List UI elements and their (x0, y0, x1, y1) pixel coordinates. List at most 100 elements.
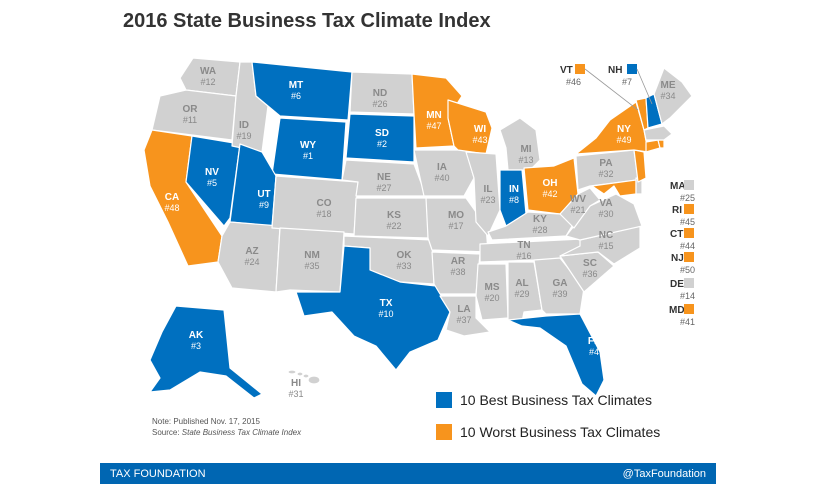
state-rank-SC: #36 (582, 269, 597, 279)
state-label-NY: NY (617, 124, 631, 135)
state-rank-KS: #22 (386, 221, 401, 231)
state-rank-MS: #20 (484, 293, 499, 303)
state-rank-VA: #30 (598, 209, 613, 219)
state-label-ND: ND (373, 88, 387, 99)
state-rank-ME: #34 (660, 91, 675, 101)
state-label-LA: LA (457, 304, 470, 315)
source-title: State Business Tax Climate Index (181, 428, 302, 437)
legend-worst: 10 Worst Business Tax Climates (436, 424, 660, 440)
state-label-RI: RI (672, 205, 682, 216)
state-label-WA: WA (200, 66, 216, 77)
state-rank-NH: #7 (622, 77, 632, 87)
state-label-OR: OR (183, 104, 199, 115)
state-label-WV: WV (570, 194, 586, 205)
state-rank-FL: #4 (589, 347, 599, 357)
state-rank-IL: #23 (480, 195, 495, 205)
state-label-PA: PA (599, 158, 612, 169)
footer-bar: TAX FOUNDATION @TaxFoundation (100, 463, 716, 484)
legend-best-label: 10 Best Business Tax Climates (460, 392, 652, 408)
state-rank-NM: #35 (304, 261, 319, 271)
state-rank-VT: #46 (566, 77, 581, 87)
state-rank-IN: #8 (509, 195, 519, 205)
state-FL (507, 313, 605, 397)
state-rank-MN: #47 (426, 121, 441, 131)
state-label-VA: VA (599, 198, 612, 209)
state-rank-UT: #9 (259, 200, 269, 210)
state-label-WI: WI (474, 124, 486, 135)
state-label-DE: DE (670, 279, 684, 290)
state-NC (559, 225, 641, 265)
state-rank-DE: #14 (680, 291, 695, 301)
state-label-MA: MA (670, 181, 686, 192)
state-rank-AL: #29 (514, 289, 529, 299)
state-rank-RI: #45 (680, 217, 695, 227)
state-rank-AK: #3 (191, 341, 201, 351)
state-label-CT: CT (670, 229, 683, 240)
state-rank-TN: #16 (516, 251, 531, 261)
state-labels: WA#12 OR#11 CA#48 NV#5 ID#19 MT#6 WY#1 U… (164, 66, 675, 399)
state-label-HI: HI (291, 378, 301, 389)
state-label-MT: MT (289, 80, 303, 91)
state-MA (643, 125, 673, 141)
state-rank-OK: #33 (396, 261, 411, 271)
state-label-IA: IA (437, 162, 447, 173)
state-rank-WI: #43 (472, 135, 487, 145)
state-label-SD: SD (375, 128, 389, 139)
state-label-AZ: AZ (245, 246, 258, 257)
state-label-MD: MD (669, 305, 685, 316)
state-MI (499, 117, 541, 171)
source-note: Note: Published Nov. 17, 2015 Source: St… (152, 416, 301, 438)
note-source: Source: State Business Tax Climate Index (152, 428, 302, 437)
state-label-CA: CA (165, 192, 179, 203)
state-label-NV: NV (205, 167, 219, 178)
state-rank-ID: #19 (236, 131, 251, 141)
state-LA (439, 295, 491, 337)
state-AK (149, 305, 263, 399)
state-label-GA: GA (553, 278, 568, 289)
state-label-MI: MI (520, 144, 531, 155)
state-rank-WY: #1 (303, 151, 313, 161)
state-rank-PA: #32 (598, 169, 613, 179)
state-label-WY: WY (300, 140, 316, 151)
state-label-ID: ID (239, 120, 249, 131)
state-ME (653, 67, 693, 125)
state-label-OH: OH (543, 178, 558, 189)
legend-worst-swatch (436, 424, 452, 440)
footer-handle[interactable]: @TaxFoundation (622, 467, 706, 480)
state-label-IL: IL (484, 184, 493, 195)
state-label-MS: MS (485, 282, 500, 293)
state-label-TN: TN (517, 240, 530, 251)
state-NE (341, 159, 427, 197)
northeast-callouts: VT #46 NH #7 MA #25 RI #45 CT #44 NJ #50… (560, 64, 695, 327)
state-label-ME: ME (661, 80, 676, 91)
state-label-NC: NC (599, 230, 613, 241)
legend-worst-label: 10 Worst Business Tax Climates (460, 424, 661, 440)
state-rank-CA: #48 (164, 203, 179, 213)
footer-org[interactable]: TAX FOUNDATION (110, 467, 206, 480)
state-label-NJ: NJ (671, 253, 684, 264)
state-rank-MT: #6 (291, 91, 301, 101)
state-rank-AR: #38 (450, 267, 465, 277)
state-rank-MI: #13 (518, 155, 533, 165)
state-rank-WV: #21 (570, 205, 585, 215)
state-label-IN: IN (509, 184, 519, 195)
state-rank-NE: #27 (376, 183, 391, 193)
state-label-CO: CO (317, 198, 332, 209)
state-TX (295, 245, 451, 371)
state-CO (271, 175, 359, 235)
state-label-TX: TX (380, 298, 393, 309)
legend-best: 10 Best Business Tax Climates (436, 392, 652, 408)
state-label-MO: MO (448, 210, 464, 221)
map-title: 2016 State Business Tax Climate Index (123, 10, 491, 32)
state-label-NM: NM (304, 250, 320, 261)
state-label-KY: KY (533, 214, 547, 225)
state-rank-NC: #15 (598, 241, 613, 251)
state-SD (345, 113, 415, 163)
state-rank-IA: #40 (434, 173, 449, 183)
state-label-SC: SC (583, 258, 597, 269)
state-rank-GA: #39 (552, 289, 567, 299)
state-label-VT: VT (560, 65, 573, 76)
state-rank-NY: #49 (616, 135, 631, 145)
state-label-AR: AR (451, 256, 466, 267)
